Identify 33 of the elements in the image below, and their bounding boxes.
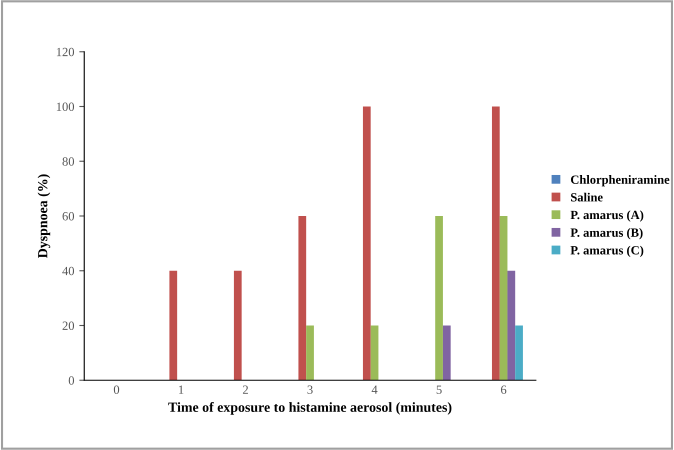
y-tick-label: 60 xyxy=(62,212,74,220)
bar xyxy=(500,216,508,380)
y-tick-label: 120 xyxy=(56,48,74,56)
bar xyxy=(515,326,523,380)
x-tick-label: 5 xyxy=(436,386,442,394)
bar xyxy=(492,106,500,380)
x-tick-label: 3 xyxy=(308,386,313,394)
bar xyxy=(362,106,371,380)
x-tick-label: 6 xyxy=(500,386,506,394)
y-tick-label: 40 xyxy=(62,266,74,276)
y-axis-title: Dyspnoea (%) xyxy=(38,174,50,258)
y-tick-label: 0 xyxy=(68,376,74,385)
x-tick-label: 0 xyxy=(114,385,120,394)
x-tick-label: 4 xyxy=(372,386,378,394)
x-tick-label: 2 xyxy=(242,386,248,394)
legend-label: P. amarus (C) xyxy=(570,246,644,258)
legend-label: P. amarus (B) xyxy=(570,228,643,240)
x-tick-label: 1 xyxy=(178,386,184,394)
bar xyxy=(306,326,314,380)
bar xyxy=(298,216,306,380)
bar xyxy=(507,270,516,380)
y-tick-label: 80 xyxy=(62,157,74,166)
x-axis-title: Time of exposure to histamine aerosol (minutes) xyxy=(168,402,452,415)
bar xyxy=(370,326,378,380)
legend-label: P. amarus (A) xyxy=(570,210,644,222)
bar xyxy=(169,270,178,380)
bar xyxy=(435,216,443,380)
y-tick-label: 100 xyxy=(56,102,74,111)
legend-label: Saline xyxy=(571,192,603,202)
y-tick-label: 20 xyxy=(62,322,74,330)
bar xyxy=(442,326,451,380)
legend-label: Chlorpheniramine xyxy=(570,175,670,186)
bar xyxy=(234,270,242,380)
